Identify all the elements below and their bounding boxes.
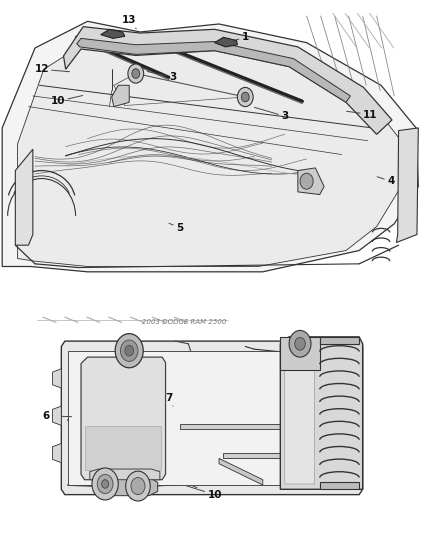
Polygon shape bbox=[15, 149, 33, 245]
Circle shape bbox=[289, 330, 311, 357]
Text: 4: 4 bbox=[377, 176, 394, 186]
Polygon shape bbox=[85, 426, 161, 470]
Circle shape bbox=[132, 69, 140, 78]
Text: 7: 7 bbox=[165, 393, 173, 406]
Text: 6: 6 bbox=[42, 411, 72, 421]
Polygon shape bbox=[112, 85, 129, 107]
Polygon shape bbox=[219, 458, 263, 485]
Circle shape bbox=[241, 92, 249, 102]
Polygon shape bbox=[180, 424, 280, 429]
Circle shape bbox=[300, 173, 313, 189]
Circle shape bbox=[102, 480, 109, 488]
Circle shape bbox=[120, 340, 138, 361]
Polygon shape bbox=[53, 443, 61, 463]
Circle shape bbox=[295, 337, 305, 350]
Circle shape bbox=[126, 471, 150, 501]
Polygon shape bbox=[53, 369, 61, 388]
Polygon shape bbox=[298, 168, 324, 195]
Text: 1: 1 bbox=[219, 33, 249, 45]
Polygon shape bbox=[320, 337, 359, 344]
Text: 13: 13 bbox=[122, 15, 137, 29]
Polygon shape bbox=[77, 38, 350, 102]
Polygon shape bbox=[2, 21, 418, 272]
Polygon shape bbox=[285, 343, 314, 484]
Polygon shape bbox=[280, 337, 363, 489]
Text: 3: 3 bbox=[254, 107, 288, 121]
Polygon shape bbox=[215, 37, 237, 47]
Text: 2003 DODGE RAM 2500: 2003 DODGE RAM 2500 bbox=[142, 319, 226, 326]
Polygon shape bbox=[81, 357, 166, 480]
Text: 3: 3 bbox=[147, 71, 177, 82]
Circle shape bbox=[115, 334, 143, 368]
Text: 10: 10 bbox=[187, 486, 222, 499]
Text: 9: 9 bbox=[129, 487, 138, 500]
Circle shape bbox=[237, 87, 253, 107]
Text: 11: 11 bbox=[346, 110, 378, 119]
Circle shape bbox=[128, 64, 144, 83]
Text: 10: 10 bbox=[50, 95, 83, 106]
Polygon shape bbox=[53, 406, 61, 425]
Text: 8: 8 bbox=[95, 481, 111, 494]
Circle shape bbox=[125, 345, 134, 356]
Polygon shape bbox=[320, 482, 359, 489]
Circle shape bbox=[92, 468, 118, 500]
Polygon shape bbox=[90, 469, 160, 480]
Polygon shape bbox=[68, 351, 355, 485]
Polygon shape bbox=[396, 128, 418, 243]
Polygon shape bbox=[280, 337, 320, 370]
Polygon shape bbox=[95, 477, 158, 496]
Polygon shape bbox=[61, 341, 363, 495]
Circle shape bbox=[131, 478, 145, 495]
Polygon shape bbox=[18, 37, 399, 266]
Polygon shape bbox=[64, 27, 392, 134]
Polygon shape bbox=[223, 453, 280, 458]
Circle shape bbox=[97, 474, 113, 494]
Polygon shape bbox=[101, 29, 125, 38]
Text: 12: 12 bbox=[34, 64, 70, 74]
Text: 5: 5 bbox=[169, 223, 183, 232]
